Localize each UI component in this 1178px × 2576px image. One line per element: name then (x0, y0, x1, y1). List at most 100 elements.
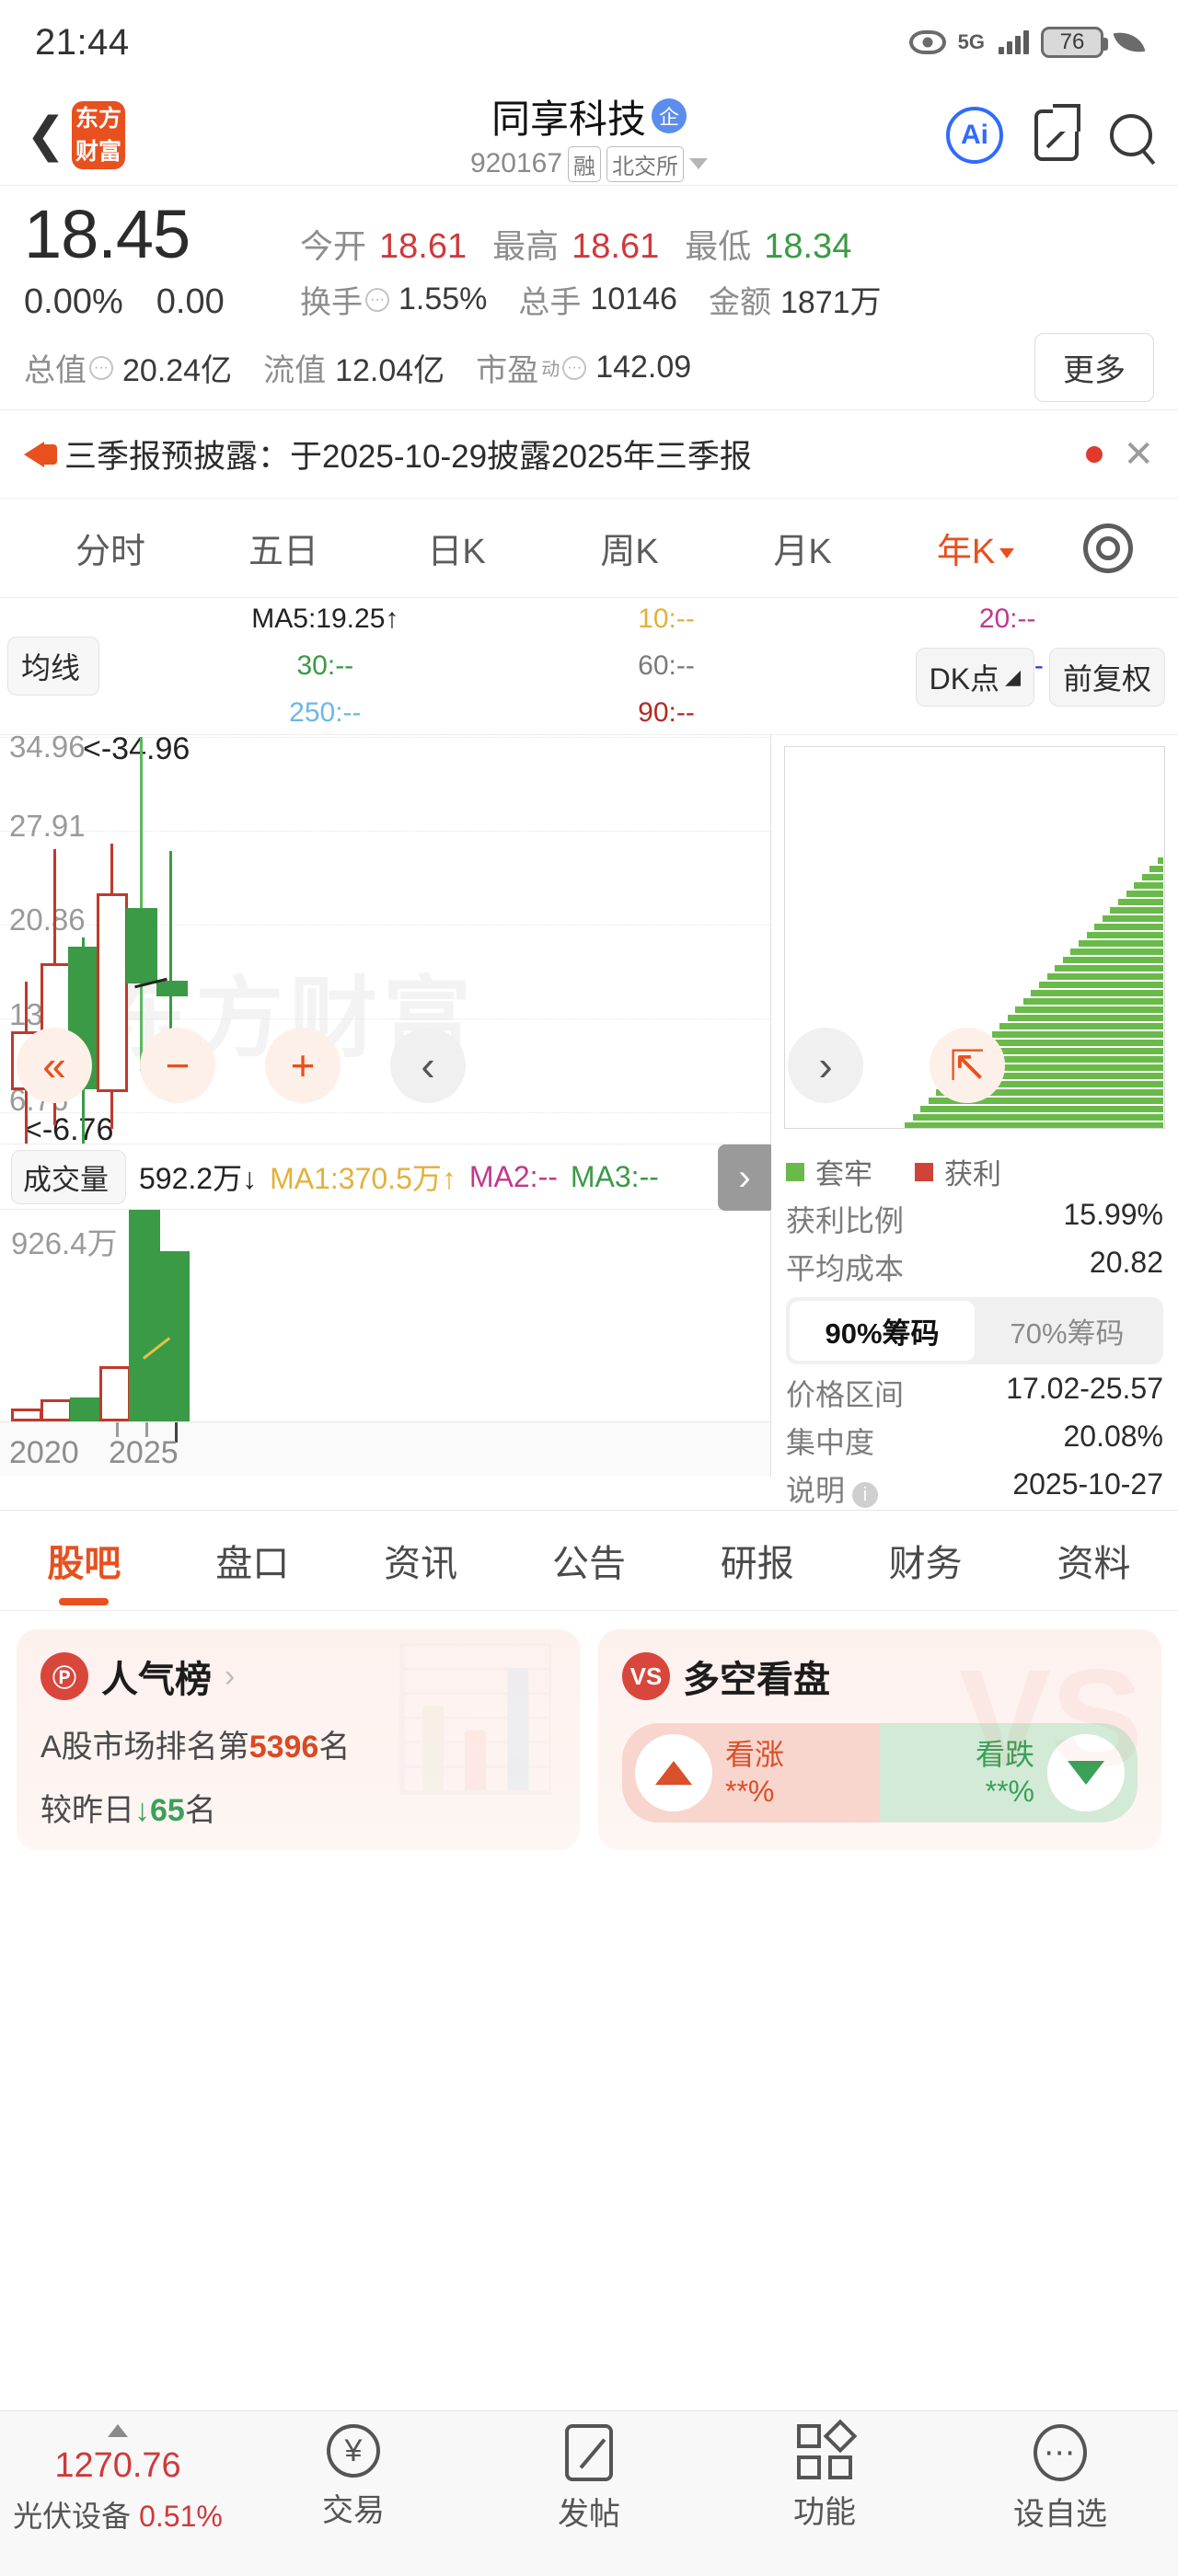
brand-logo[interactable]: 东方 财富 (72, 100, 125, 169)
stock-meta: 920167 融 北交所 (341, 145, 837, 182)
volume-chart[interactable]: 926.4万 2020 2025 (0, 1210, 771, 1477)
close-icon[interactable]: ✕ (1123, 433, 1154, 475)
bull-button[interactable] (635, 1734, 712, 1811)
back-button[interactable]: ❮ (26, 108, 66, 162)
price-range-row: 价格区间 17.02-25.57 (786, 1372, 1163, 1414)
chip-distribution-chart[interactable]: › ⇱ (771, 735, 1178, 1144)
battery-level: 76 (1059, 29, 1085, 54)
header-actions: Ai (946, 103, 1152, 164)
dk-point-button[interactable]: DK点 ◢ (915, 648, 1034, 707)
bullbear-card[interactable]: VS VS 多空看盘 看涨 **% 看跌 **% (598, 1629, 1161, 1850)
info-dots-icon[interactable]: ··· (365, 287, 389, 312)
search-icon[interactable] (1110, 113, 1152, 156)
nav-function[interactable]: 功能 (707, 2419, 942, 2532)
yen-icon: ¥ (327, 2424, 380, 2478)
network-5g-icon: 5G (958, 32, 985, 52)
next-button[interactable]: › (788, 1028, 863, 1103)
chip-percent-toggle: 90%筹码 70%筹码 (786, 1297, 1163, 1364)
vs-icon: VS (622, 1652, 670, 1700)
change-amount: 0.00 (156, 282, 225, 321)
chevron-down-icon[interactable] (689, 158, 709, 169)
quote-panel: 18.45 今开 18.61 最高 18.61 最低 18.34 0.00% 0… (0, 186, 1178, 409)
high-label: 最高 (492, 227, 560, 265)
enterprise-badge-icon: 企 (652, 98, 687, 133)
tab-niank[interactable]: 年K (889, 523, 1062, 573)
zoom-out-button[interactable]: − (140, 1028, 215, 1103)
quote-row-caps: 总值 ··· 20.24亿 流值 12.04亿 市盈动 ··· 142.09 更… (24, 333, 1154, 402)
nav-trade[interactable]: ¥ 交易 (236, 2424, 471, 2530)
ma5-value: MA5:19.25↑ (251, 604, 399, 634)
tab-gonggao[interactable]: 公告 (551, 1544, 626, 1584)
expand-panel-button[interactable]: › (718, 1144, 771, 1211)
seg-70-option[interactable]: 70%筹码 (1010, 1317, 1125, 1350)
chip-bar-taolao (983, 1040, 1163, 1046)
index-indicator[interactable]: 1270.76 光伏设备 0.51% (0, 2424, 236, 2536)
bull-value: **% (725, 1775, 775, 1808)
margin-tag: 融 (568, 145, 602, 182)
volume-y-label: 926.4万 (11, 1226, 118, 1260)
tab-fenshi[interactable]: 分时 (75, 533, 145, 571)
ma-selector-pill[interactable]: 均线 (7, 637, 100, 696)
bullbear-bar: 看涨 **% 看跌 **% (622, 1723, 1138, 1823)
ma30-value: 30:-- (296, 650, 354, 681)
pen-icon (565, 2424, 613, 2481)
chip-bar-taolao (1070, 949, 1163, 955)
open-value: 18.61 (379, 227, 468, 266)
zoom-in-button[interactable]: + (265, 1028, 341, 1103)
chip-bar-taolao (976, 1048, 1163, 1054)
volume-legend: 成交量 592.2万↓ MA1:370.5万↑ MA2:-- MA3:-- › (0, 1144, 771, 1211)
volume-selector[interactable]: 成交量 (11, 1149, 126, 1204)
share-icon[interactable] (1034, 103, 1080, 161)
tab-guba[interactable]: 股吧 (47, 1534, 121, 1587)
ma10-value: 10:-- (638, 604, 695, 634)
chart-settings-button[interactable] (1062, 523, 1154, 573)
tab-yuek[interactable]: 月K (773, 533, 832, 571)
chip-bar-taolao (967, 1056, 1163, 1063)
ai-button[interactable]: Ai (946, 106, 1003, 164)
tab-zixun[interactable]: 资讯 (384, 1544, 458, 1584)
rewind-button[interactable]: « (17, 1028, 92, 1103)
popularity-card[interactable]: 📊 Ⓟ 人气榜 › A股市场排名第5396名 较昨日↓65名 (17, 1629, 580, 1850)
rank-suffix: 名 (318, 1730, 351, 1765)
kline-chart[interactable]: 东方财富 34.96 27.91 20.86 13.81 6.76 <-34.9… (0, 735, 771, 1144)
chevron-right-icon[interactable]: › (225, 1658, 236, 1694)
bull-side[interactable]: 看涨 **% (622, 1723, 880, 1823)
card-watermark: 📊 (389, 1641, 561, 1796)
ma60-value: 60:-- (638, 650, 695, 681)
volume-ma1: MA1:370.5万↑ (270, 1162, 456, 1195)
info-icon[interactable]: i (852, 1482, 879, 1508)
notice-banner[interactable]: 三季报预披露：于2025-10-29披露2025年三季报 ✕ (0, 409, 1178, 499)
seg-90-option[interactable]: 90%筹码 (790, 1301, 975, 1361)
tab-caiwu[interactable]: 财务 (888, 1544, 963, 1584)
bear-side[interactable]: 看跌 **% (880, 1723, 1138, 1823)
tab-pankou[interactable]: 盘口 (215, 1544, 290, 1584)
tab-rik[interactable]: 日K (427, 533, 486, 571)
tab-yanbao[interactable]: 研报 (720, 1544, 794, 1584)
tab-zhouk[interactable]: 周K (600, 533, 659, 571)
nav-watchlist[interactable]: ⋯ 设自选 (942, 2424, 1178, 2534)
chip-bar-taolao (1039, 982, 1163, 988)
tab-wuri[interactable]: 五日 (248, 533, 318, 571)
expand-button[interactable]: ⇱ (930, 1028, 1005, 1103)
info-dots-icon[interactable]: ··· (89, 355, 113, 380)
more-button[interactable]: 更多 (1034, 333, 1154, 402)
chip-bar-taolao (1046, 973, 1163, 980)
bear-value: **% (985, 1775, 1034, 1808)
volume-selector-label: 成交量 (23, 1163, 109, 1196)
chip-bar-taolao (1094, 924, 1163, 930)
high-annotation: <-34.96 (83, 735, 191, 766)
profit-ratio-label: 获利比例 (786, 1204, 905, 1237)
avg-cost-label: 平均成本 (786, 1252, 905, 1285)
bear-button[interactable] (1047, 1734, 1125, 1811)
prev-button[interactable]: ‹ (390, 1028, 466, 1103)
info-dots-icon[interactable]: ··· (562, 355, 587, 380)
ma-selector-label: 均线 (21, 651, 81, 684)
ma-selector[interactable]: 均线 (7, 637, 155, 696)
low-value: 18.34 (764, 227, 852, 266)
ma250-value: 250:-- (289, 697, 362, 728)
nav-post[interactable]: 发帖 (471, 2424, 707, 2534)
pe-label: 市盈动 ··· (476, 345, 587, 390)
price-range-value: 17.02-25.57 (1006, 1372, 1163, 1405)
tab-ziliao[interactable]: 资料 (1057, 1544, 1131, 1584)
adjust-button[interactable]: 前复权 (1048, 648, 1165, 707)
